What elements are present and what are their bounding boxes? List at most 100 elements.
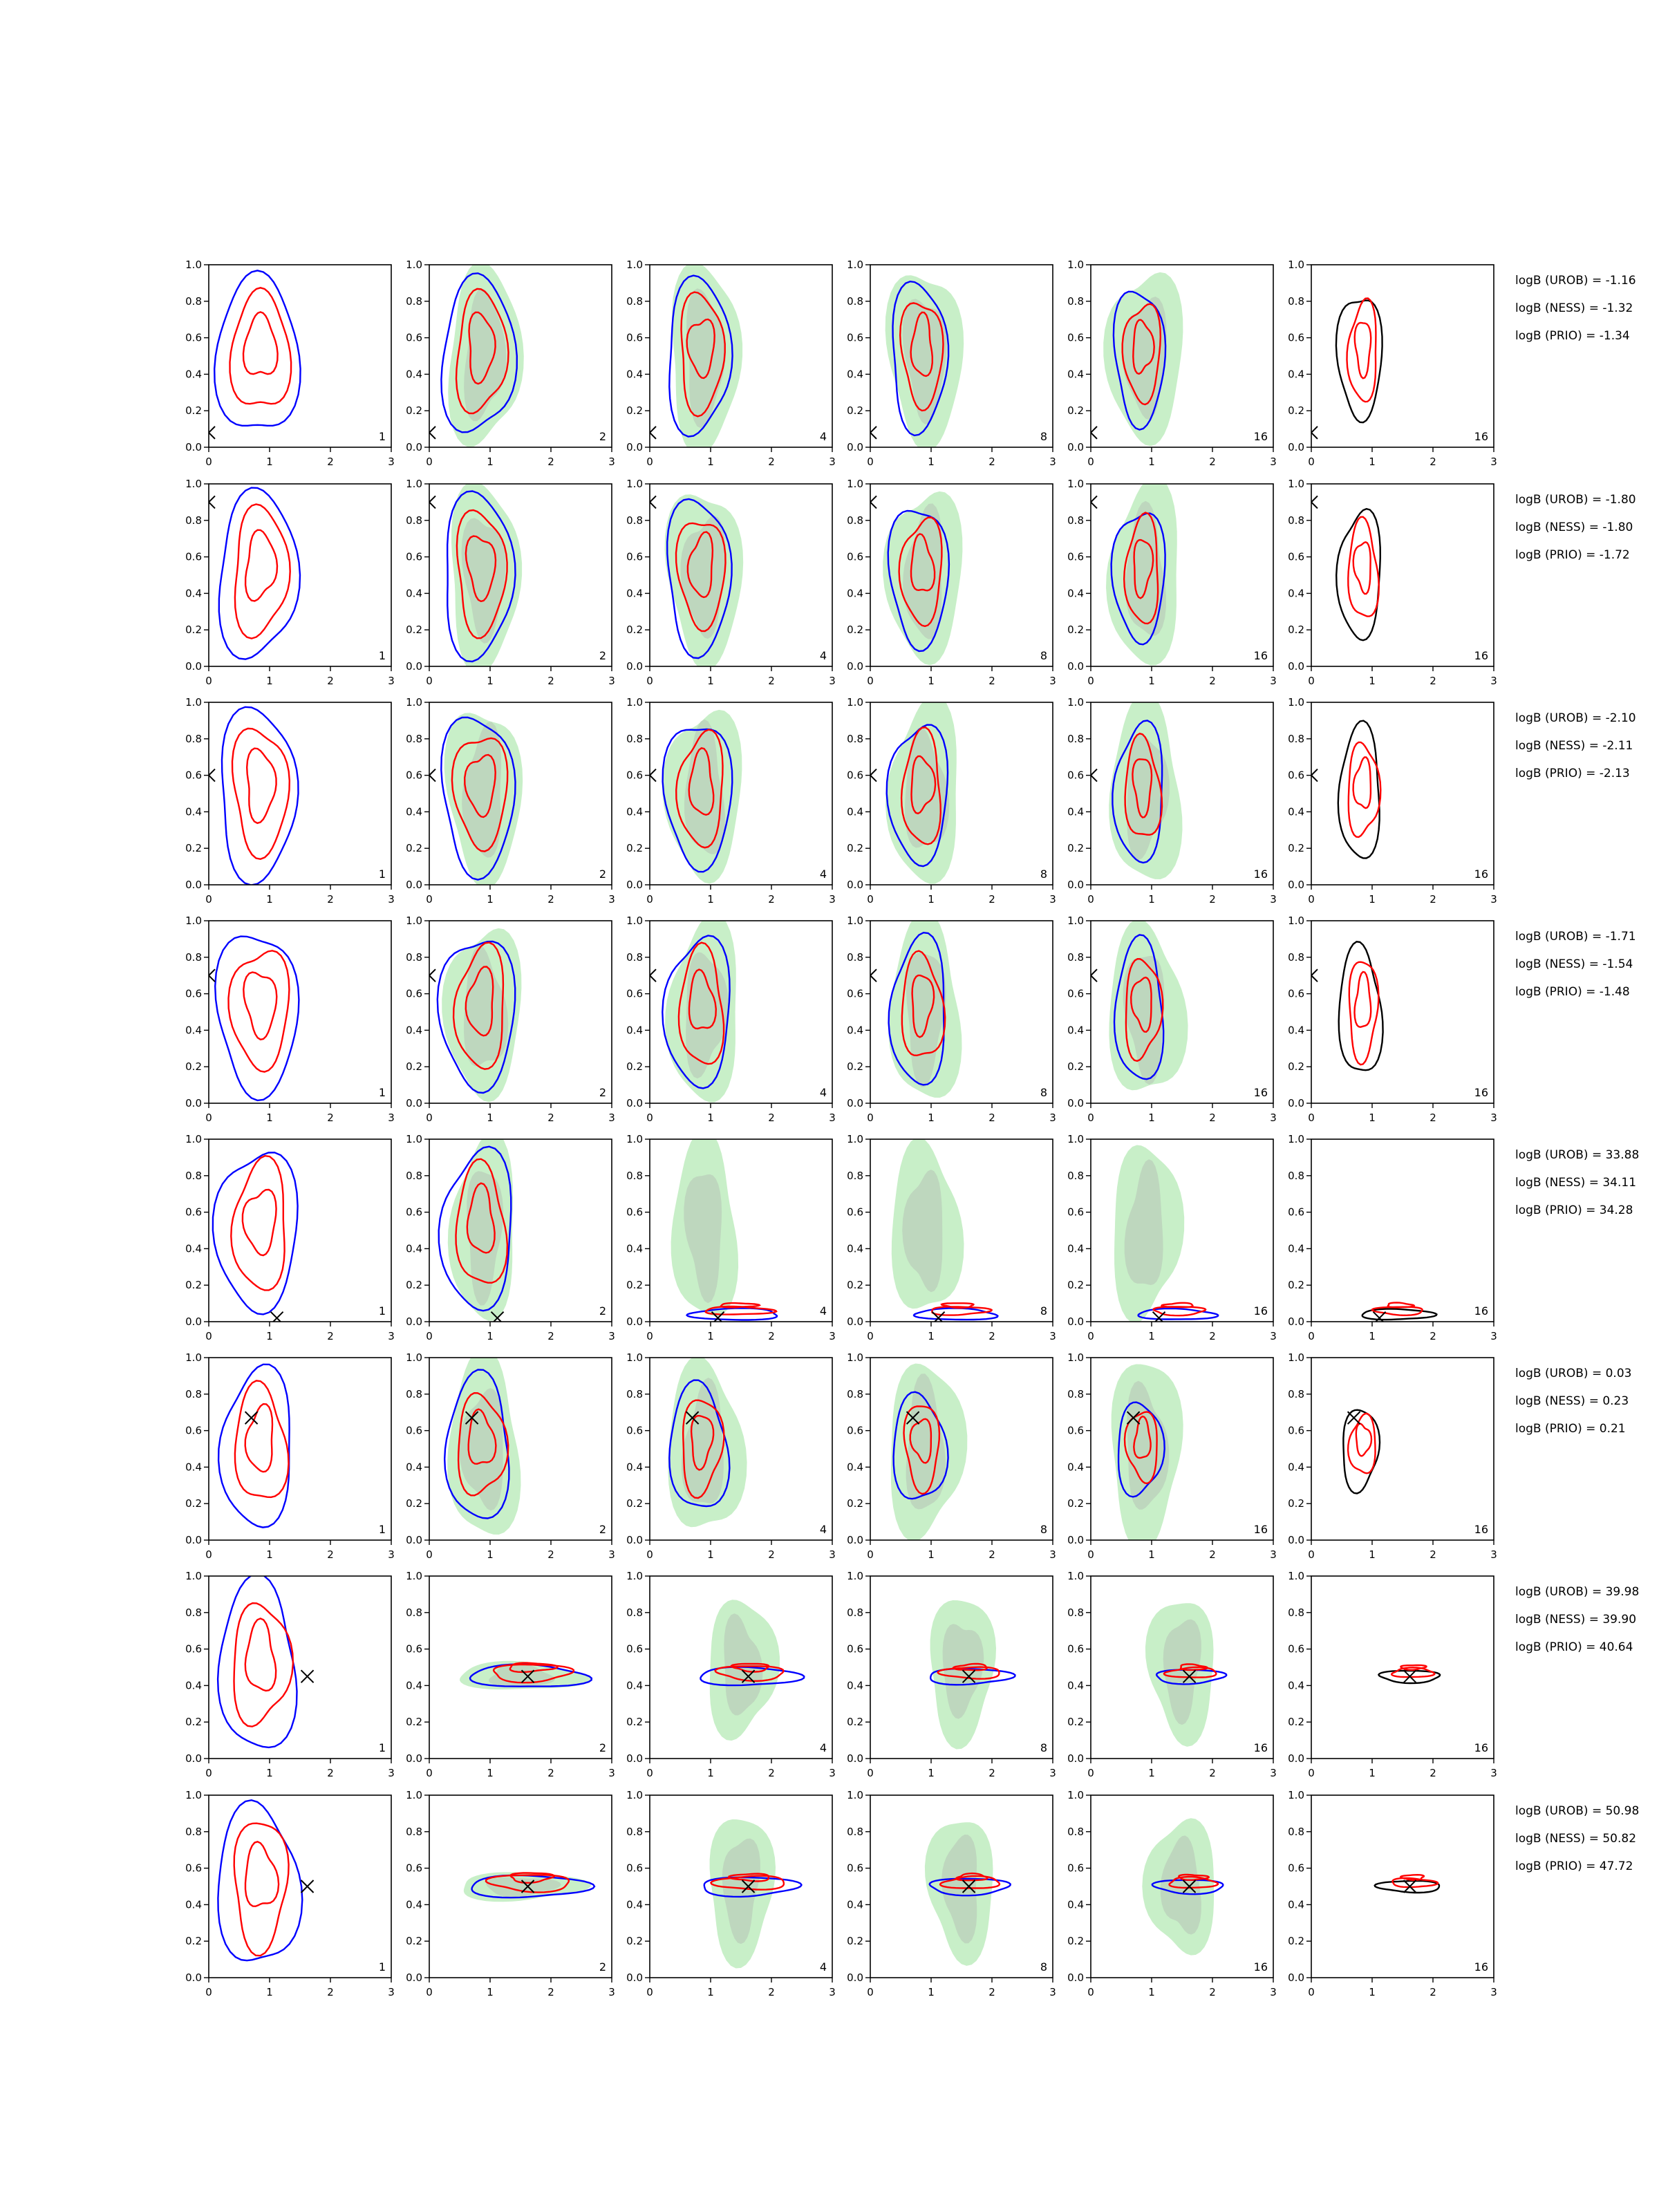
y-tick-label: 0.4 <box>626 1461 643 1473</box>
column-label: 4 <box>820 1086 827 1099</box>
contour-layer <box>1114 1145 1219 1322</box>
true-value-marker <box>429 426 436 440</box>
logb-label-row1: logB (PRIO) = -1.34 <box>1515 329 1630 343</box>
mid-contour <box>1346 297 1377 403</box>
y-tick-label: 0.6 <box>185 1206 202 1219</box>
x-tick-label: 0 <box>646 1330 653 1342</box>
x-tick-label: 2 <box>768 1112 775 1124</box>
true-value-marker <box>870 768 877 782</box>
y-tick-label: 0.2 <box>626 1279 643 1291</box>
y-tick-label: 0.4 <box>1288 1679 1304 1691</box>
mid-contour <box>229 287 292 405</box>
x-tick-label: 3 <box>608 456 615 468</box>
logb-label-row1: logB (UROB) = -1.16 <box>1515 274 1636 288</box>
x-tick-label: 0 <box>426 1986 433 1998</box>
x-tick-label: 2 <box>327 1548 334 1561</box>
y-tick-label: 0.0 <box>1067 660 1084 673</box>
axes-frame <box>1311 483 1494 667</box>
x-tick-label: 3 <box>388 1548 395 1561</box>
y-tick-label: 0.4 <box>847 805 863 818</box>
inner-contour <box>468 311 496 385</box>
axes-frame <box>1090 264 1274 448</box>
y-tick-label: 1.0 <box>1288 1570 1304 1582</box>
subplot-r1-c4: 0 1 2 3 0.0 0.2 0.4 0.6 0.8 1.0 8 <box>847 259 1056 468</box>
x-tick-label: 3 <box>1490 456 1497 468</box>
x-tick-label: 2 <box>547 1986 554 1998</box>
true-value-marker <box>1126 1411 1141 1425</box>
y-tick-label: 0.6 <box>185 769 202 782</box>
y-tick-label: 0.4 <box>626 587 643 599</box>
logb-label-row3: logB (NESS) = -2.11 <box>1515 739 1633 753</box>
x-tick-label: 0 <box>1087 1548 1094 1561</box>
mid-contour <box>456 509 508 639</box>
x-tick-label: 0 <box>867 675 874 687</box>
x-tick-label: 1 <box>1148 1548 1155 1561</box>
inner-contour <box>1132 319 1155 375</box>
x-tick-label: 0 <box>867 1330 874 1342</box>
y-tick-label: 1.0 <box>406 696 422 709</box>
x-tick-label: 2 <box>327 456 334 468</box>
x-tick-label: 2 <box>1209 675 1216 687</box>
x-tick-label: 1 <box>707 1767 714 1779</box>
y-tick-label: 0.6 <box>406 1206 422 1219</box>
x-tick-label: 0 <box>1308 1986 1315 1998</box>
y-tick-label: 0.6 <box>1067 988 1084 1000</box>
column-label: 2 <box>599 1523 606 1536</box>
inner-contour <box>952 1662 988 1671</box>
y-tick-label: 0.8 <box>406 1170 422 1182</box>
x-tick-label: 0 <box>646 456 653 468</box>
y-tick-label: 0.8 <box>1288 1826 1304 1838</box>
subplot-r3-c1: 0 1 2 3 0.0 0.2 0.4 0.6 0.8 1.0 1 <box>185 696 395 906</box>
y-tick-label: 0.8 <box>1288 1606 1304 1619</box>
x-tick-label: 2 <box>1209 1112 1216 1124</box>
x-tick-label: 3 <box>829 1767 836 1779</box>
inner-contour <box>909 1418 932 1464</box>
y-tick-label: 0.2 <box>1288 842 1304 854</box>
x-tick-label: 2 <box>1430 456 1436 468</box>
column-label: 16 <box>1474 430 1488 443</box>
y-tick-label: 0.0 <box>1067 1315 1084 1328</box>
x-tick-label: 0 <box>1308 1548 1315 1561</box>
y-tick-label: 0.2 <box>406 1279 422 1291</box>
contour-layer <box>891 1139 999 1322</box>
y-tick-label: 1.0 <box>847 1351 863 1364</box>
true-value-marker <box>1091 968 1098 982</box>
y-tick-label: 0.0 <box>847 660 863 673</box>
y-tick-label: 0.2 <box>185 1935 202 1947</box>
inner-contour <box>720 1302 761 1309</box>
x-tick-label: 2 <box>327 1767 334 1779</box>
column-label: 1 <box>379 1523 386 1536</box>
x-tick-label: 1 <box>487 1330 494 1342</box>
y-tick-label: 0.6 <box>1288 1643 1304 1656</box>
inner-contour <box>1352 541 1371 595</box>
outer-contour <box>892 1391 949 1500</box>
column-label: 1 <box>379 1741 386 1754</box>
axes-frame <box>429 264 612 448</box>
outer-contour <box>440 272 518 433</box>
y-tick-label: 0.2 <box>847 1060 863 1073</box>
mid-contour <box>1124 732 1163 836</box>
inner-contour <box>688 968 718 1030</box>
y-tick-label: 0.6 <box>406 1643 422 1656</box>
y-tick-label: 0.4 <box>1067 1242 1084 1255</box>
y-tick-label: 1.0 <box>406 1133 422 1145</box>
y-tick-label: 0.0 <box>847 1534 863 1546</box>
x-tick-label: 3 <box>1049 456 1056 468</box>
x-tick-label: 2 <box>768 1548 775 1561</box>
x-tick-label: 0 <box>426 675 433 687</box>
y-tick-label: 0.6 <box>1288 332 1304 344</box>
y-tick-label: 0.0 <box>1288 1097 1304 1109</box>
outer-contour <box>1361 1308 1438 1321</box>
x-tick-label: 0 <box>205 1548 212 1561</box>
x-tick-label: 1 <box>928 1767 935 1779</box>
column-label: 16 <box>1254 1741 1268 1754</box>
y-tick-label: 0.8 <box>847 295 863 308</box>
true-value-marker <box>465 1411 479 1425</box>
contour-layer <box>703 1819 803 1969</box>
subplot-r5-c3: 0 1 2 3 0.0 0.2 0.4 0.6 0.8 1.0 4 <box>626 1133 836 1342</box>
x-tick-label: 1 <box>487 893 494 906</box>
true-value-marker <box>209 426 216 440</box>
x-tick-label: 2 <box>1430 1767 1436 1779</box>
y-tick-label: 0.0 <box>1288 879 1304 891</box>
x-tick-label: 2 <box>547 675 554 687</box>
